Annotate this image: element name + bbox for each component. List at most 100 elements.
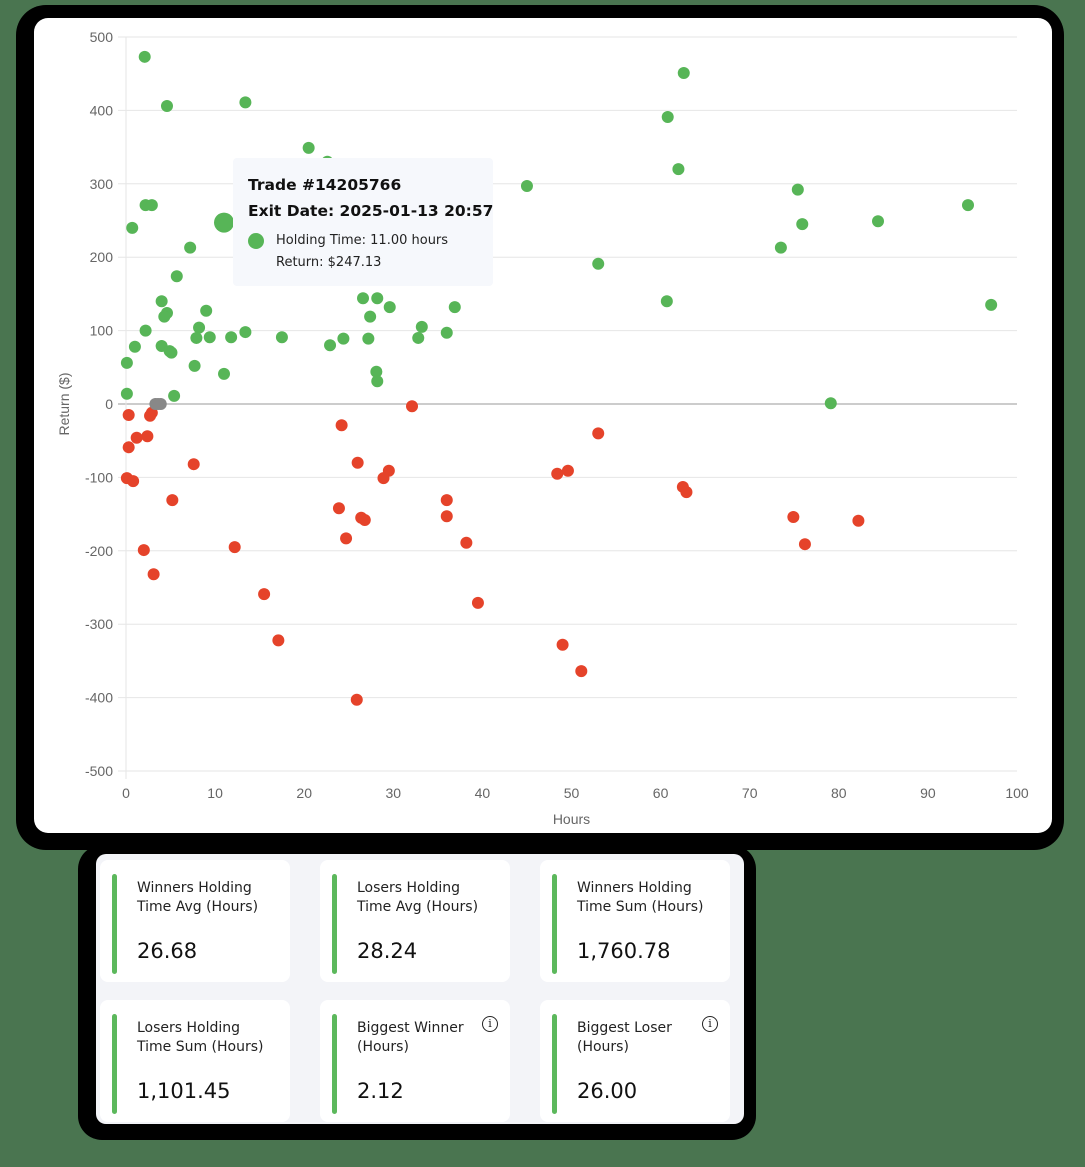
data-point[interactable] [961, 199, 974, 212]
data-point[interactable] [787, 511, 800, 524]
data-point[interactable] [228, 541, 241, 554]
data-point[interactable] [158, 310, 171, 323]
data-point[interactable] [357, 292, 370, 305]
data-point[interactable] [556, 638, 569, 651]
data-point[interactable] [154, 398, 167, 410]
data-point[interactable] [383, 301, 396, 314]
data-point[interactable] [340, 532, 353, 545]
data-point[interactable] [412, 331, 425, 344]
scatter-plot[interactable]: 500 400 300 200 100 0 -100 -200 -300 -400 -500 0 10 2… [34, 18, 1052, 833]
data-point[interactable] [774, 241, 787, 254]
data-point[interactable] [193, 321, 206, 334]
data-point[interactable] [190, 331, 203, 344]
data-point[interactable] [350, 693, 363, 706]
data-point[interactable] [258, 588, 271, 601]
info-icon[interactable]: i [702, 1016, 718, 1032]
data-point[interactable] [660, 295, 673, 308]
data-point[interactable] [332, 502, 345, 515]
data-point[interactable] [520, 180, 533, 193]
data-point[interactable] [575, 665, 588, 678]
data-point[interactable] [824, 397, 837, 410]
data-point[interactable] [358, 513, 371, 526]
data-point[interactable] [126, 221, 139, 234]
data-point[interactable] [362, 332, 375, 345]
data-point[interactable] [155, 295, 168, 308]
data-point[interactable] [166, 494, 179, 507]
data-point[interactable] [145, 199, 158, 212]
data-point[interactable] [120, 356, 133, 369]
data-point[interactable] [852, 514, 865, 527]
data-point[interactable] [165, 346, 178, 359]
data-point[interactable] [985, 298, 998, 311]
data-point[interactable] [147, 568, 160, 581]
data-point[interactable] [127, 475, 140, 488]
data-point[interactable] [415, 320, 428, 333]
highlighted-data-point[interactable] [214, 212, 235, 233]
data-point[interactable] [187, 458, 200, 471]
data-point[interactable] [200, 304, 213, 317]
data-point[interactable] [168, 389, 181, 402]
data-point[interactable] [592, 257, 605, 270]
data-point[interactable] [440, 326, 453, 339]
data-point[interactable] [680, 486, 693, 499]
chart-tooltip: Trade #14205766 Exit Date: 2025-01-13 20… [233, 158, 493, 286]
data-point[interactable] [460, 536, 473, 549]
data-point[interactable] [370, 365, 383, 378]
data-point[interactable] [406, 400, 419, 413]
data-point[interactable] [672, 163, 685, 176]
data-point[interactable] [139, 324, 152, 337]
data-point[interactable] [364, 310, 377, 323]
x-tick-label: 40 [475, 785, 491, 801]
y-tick-label: 300 [90, 176, 114, 192]
accent-bar [552, 1014, 557, 1114]
data-point[interactable] [130, 431, 143, 444]
data-point[interactable] [122, 409, 135, 422]
data-point[interactable] [337, 332, 350, 345]
data-point[interactable] [872, 215, 885, 228]
data-point[interactable] [122, 441, 135, 454]
data-point[interactable] [335, 419, 348, 432]
data-point[interactable] [377, 472, 390, 485]
tooltip-series-dot-icon [248, 233, 264, 249]
data-point[interactable] [371, 375, 384, 388]
data-point[interactable] [561, 464, 574, 477]
data-point[interactable] [203, 331, 216, 344]
data-point[interactable] [239, 96, 252, 109]
data-point[interactable] [791, 183, 804, 196]
data-point[interactable] [144, 409, 157, 422]
data-point[interactable] [272, 634, 285, 647]
data-point[interactable] [440, 494, 453, 507]
data-point[interactable] [225, 331, 238, 344]
accent-bar [332, 874, 337, 974]
data-point[interactable] [218, 367, 231, 380]
tooltip-exit-date: Exit Date: 2025-01-13 20:57 [248, 202, 494, 220]
data-point[interactable] [275, 331, 288, 344]
data-point[interactable] [551, 467, 564, 480]
data-point[interactable] [448, 301, 461, 314]
data-point[interactable] [239, 326, 252, 339]
data-point[interactable] [120, 387, 133, 400]
data-point[interactable] [138, 50, 151, 63]
data-point[interactable] [371, 292, 384, 305]
data-point[interactable] [471, 596, 484, 609]
data-point[interactable] [661, 111, 674, 124]
data-point[interactable] [137, 544, 150, 557]
data-point[interactable] [324, 339, 337, 352]
data-point[interactable] [302, 141, 315, 154]
data-point[interactable] [798, 538, 811, 551]
info-icon[interactable]: i [482, 1016, 498, 1032]
data-point[interactable] [677, 66, 690, 79]
data-point[interactable] [184, 241, 197, 254]
data-point[interactable] [160, 99, 173, 112]
data-point[interactable] [141, 430, 154, 443]
data-point[interactable] [188, 359, 201, 372]
holding-time-scatter-chart: 500 400 300 200 100 0 -100 -200 -300 -400 -500 0 10 2… [34, 18, 1052, 833]
data-point[interactable] [351, 456, 364, 469]
data-point[interactable] [128, 340, 141, 353]
data-point[interactable] [170, 270, 183, 283]
tooltip-trade-title: Trade #14205766 [248, 176, 402, 194]
data-point[interactable] [796, 218, 809, 231]
tooltip-holding-time: Holding Time: 11.00 hours [276, 233, 449, 248]
data-point[interactable] [592, 427, 605, 440]
data-point[interactable] [440, 510, 453, 523]
